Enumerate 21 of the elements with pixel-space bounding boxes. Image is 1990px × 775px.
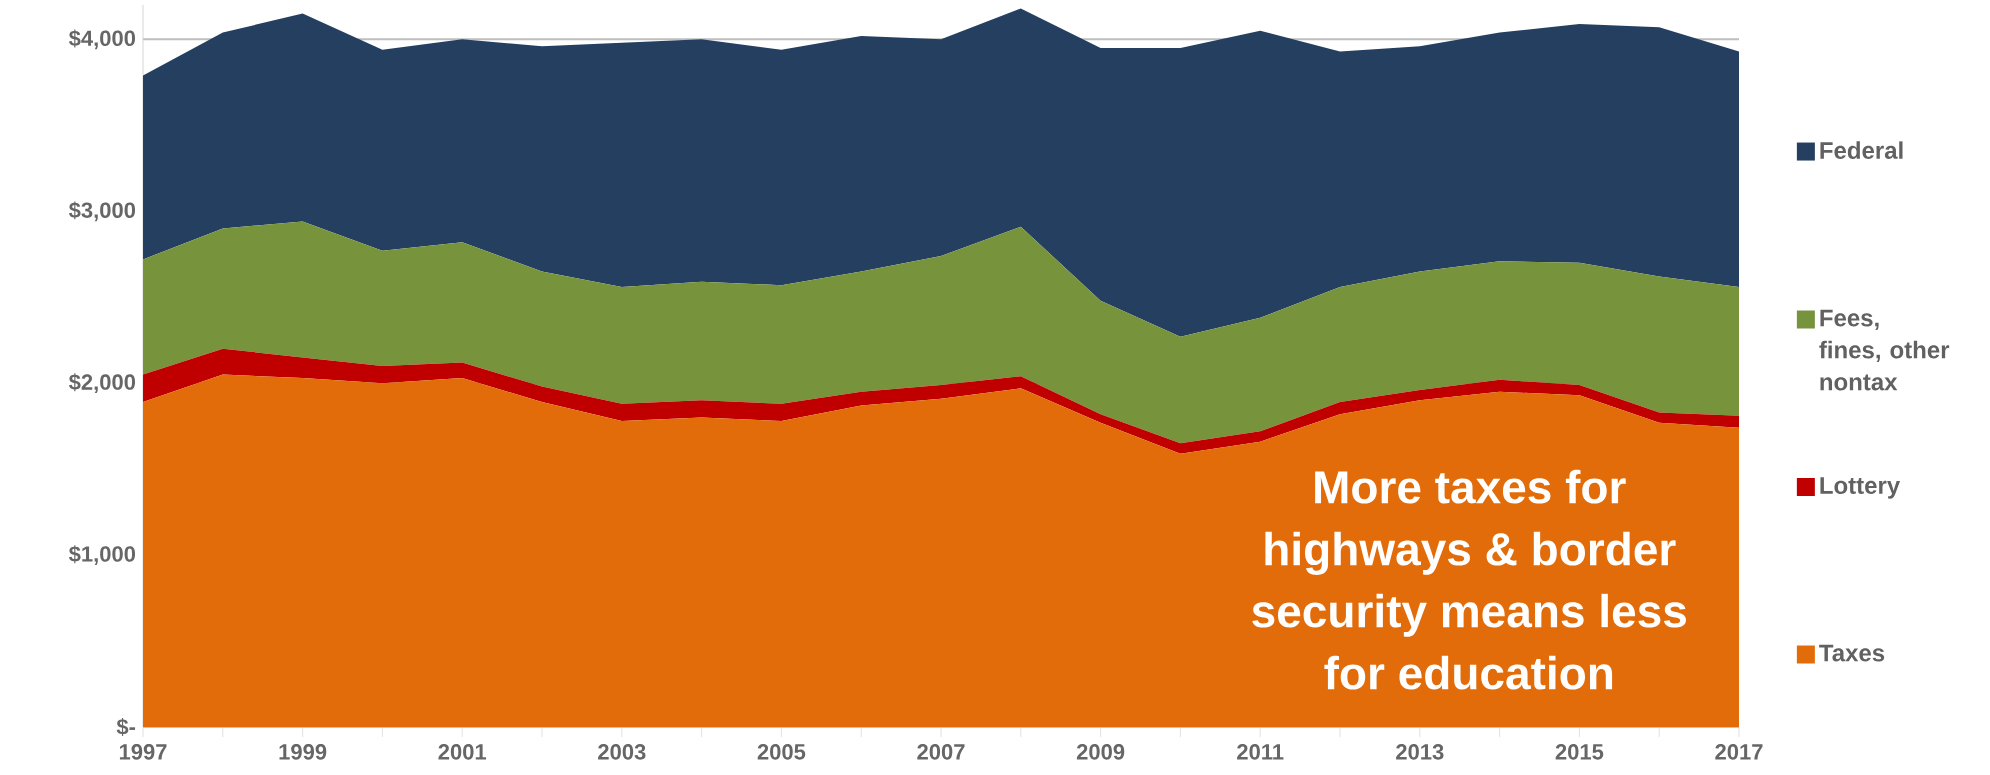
- legend-label: Taxes: [1819, 644, 1885, 662]
- x-tick-label: 2009: [1076, 744, 1125, 760]
- y-tick-label: $4,000: [68, 29, 136, 50]
- legend-label: Lottery: [1820, 477, 1901, 499]
- x-tick-label: 2011: [1237, 744, 1284, 760]
- y-tick-label: $3,000: [68, 201, 136, 222]
- y-tick-label: $2,000: [68, 373, 136, 394]
- y-tick-label: $1,000: [68, 545, 136, 565]
- legend-label: Fees, fines, other nontax: [1819, 309, 1950, 391]
- x-tick-label: 2007: [917, 744, 965, 760]
- x-tick-label: 2017: [1715, 744, 1763, 760]
- x-tick-label: 2003: [598, 744, 646, 760]
- x-tick-label: 2013: [1396, 744, 1444, 760]
- x-tick-label: 2015: [1555, 744, 1604, 760]
- annotation: More taxes for highways & border security means less for education: [1252, 469, 1686, 690]
- y-tick-label: $-: [116, 718, 136, 736]
- x-tick-label: 2005: [757, 744, 806, 760]
- legend-label: Federal: [1820, 141, 1903, 159]
- x-tick-label: 1997: [119, 744, 167, 760]
- x-tick-label: 2001: [438, 744, 487, 760]
- x-tick-label: 1999: [279, 744, 327, 760]
